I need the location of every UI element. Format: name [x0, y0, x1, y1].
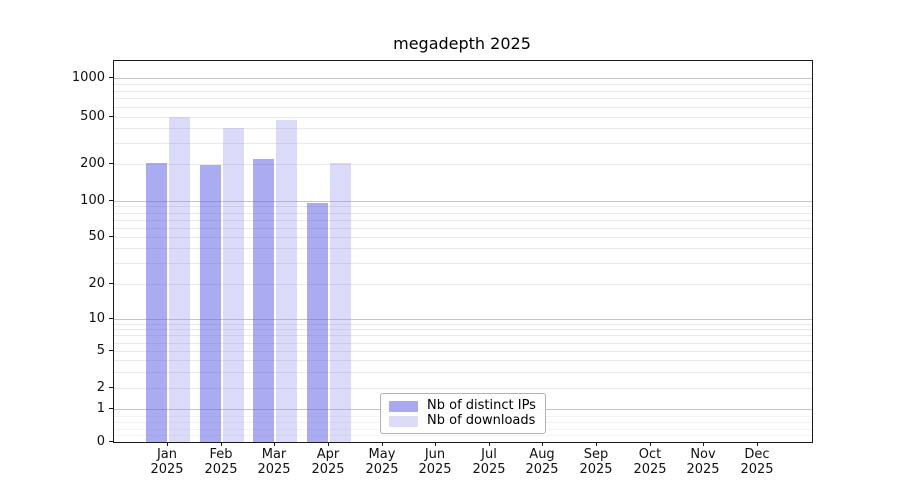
bar-nb-of-distinct-ips-mar [253, 159, 275, 442]
bar-nb-of-downloads-jan [169, 117, 190, 442]
bar-nb-of-downloads-feb [222, 127, 244, 442]
gridline-3 [114, 372, 812, 373]
bar-nb-of-distinct-ips-jan [146, 163, 167, 442]
y-tick-label-500: 500 [80, 109, 105, 124]
gridline-5 [114, 351, 812, 352]
bar-nb-of-distinct-ips-apr [306, 202, 328, 442]
y-tick-mark-1 [109, 408, 113, 409]
gridline-200 [114, 164, 812, 165]
bar-nb-of-downloads-mar [276, 120, 298, 442]
x-tick-label-nov: Nov 2025 [686, 447, 720, 477]
bar-nb-of-downloads-apr [329, 162, 351, 442]
y-tick-label-200: 200 [80, 156, 105, 171]
gridline-500 [114, 117, 812, 118]
x-tick-mark-feb [221, 442, 222, 446]
y-tick-mark-0 [109, 441, 113, 442]
x-tick-label-apr: Apr 2025 [311, 447, 345, 477]
y-tick-label-1000: 1000 [71, 70, 105, 85]
gridline-90 [114, 206, 812, 207]
y-tick-label-1: 1 [96, 401, 105, 416]
gridline-900 [114, 84, 812, 85]
gridline-8 [114, 329, 812, 330]
bar-nb-of-distinct-ips-feb [199, 165, 221, 442]
x-tick-label-may: May 2025 [365, 447, 399, 477]
gridline-0.2 [114, 435, 812, 436]
y-tick-mark-1000 [109, 77, 113, 78]
gridline-40 [114, 248, 812, 249]
plot-area: Nb of distinct IPs Nb of downloads [113, 60, 813, 443]
gridline-9 [114, 324, 812, 325]
x-tick-mark-jun [435, 442, 436, 446]
gridline-10 [114, 319, 812, 320]
x-tick-label-sep: Sep 2025 [579, 447, 613, 477]
x-tick-mark-apr [328, 442, 329, 446]
y-tick-label-20: 20 [88, 276, 105, 291]
y-tick-mark-200 [109, 163, 113, 164]
gridline-80 [114, 213, 812, 214]
y-tick-label-10: 10 [88, 311, 105, 326]
y-tick-mark-20 [109, 283, 113, 284]
x-tick-mark-aug [542, 442, 543, 446]
y-tick-mark-10 [109, 318, 113, 319]
legend-item-distinct-ips: Nb of distinct IPs [389, 399, 537, 413]
legend-label-distinct-ips: Nb of distinct IPs [427, 398, 536, 413]
gridline-2 [114, 388, 812, 389]
x-tick-label-mar: Mar 2025 [257, 447, 291, 477]
y-tick-label-5: 5 [96, 343, 105, 358]
chart-title: megadepth 2025 [393, 34, 531, 53]
x-tick-mark-dec [757, 442, 758, 446]
x-tick-label-oct: Oct 2025 [633, 447, 667, 477]
x-tick-mark-mar [274, 442, 275, 446]
x-tick-mark-may [382, 442, 383, 446]
gridline-20 [114, 284, 812, 285]
gridline-400 [114, 128, 812, 129]
gridline-7 [114, 335, 812, 336]
y-tick-label-2: 2 [96, 380, 105, 395]
y-tick-mark-5 [109, 350, 113, 351]
legend-swatch-downloads [389, 415, 418, 427]
gridline-100 [114, 201, 812, 202]
x-tick-mark-nov [703, 442, 704, 446]
gridline-6 [114, 343, 812, 344]
y-tick-mark-2 [109, 387, 113, 388]
x-tick-label-jun: Jun 2025 [418, 447, 452, 477]
x-tick-mark-jul [489, 442, 490, 446]
y-tick-label-0: 0 [96, 434, 105, 449]
gridline-300 [114, 143, 812, 144]
x-tick-label-aug: Aug 2025 [525, 447, 559, 477]
y-tick-label-100: 100 [80, 193, 105, 208]
legend-swatch-distinct-ips [389, 400, 418, 412]
gridline-70 [114, 220, 812, 221]
legend-item-downloads: Nb of downloads [389, 414, 537, 428]
x-tick-label-feb: Feb 2025 [204, 447, 238, 477]
legend: Nb of distinct IPs Nb of downloads [380, 393, 546, 434]
legend-label-downloads: Nb of downloads [427, 413, 536, 428]
y-tick-mark-100 [109, 200, 113, 201]
gridline-4 [114, 360, 812, 361]
gridline-800 [114, 91, 812, 92]
x-tick-mark-oct [650, 442, 651, 446]
gridline-30 [114, 263, 812, 264]
x-tick-mark-sep [596, 442, 597, 446]
gridline-1000 [114, 78, 812, 79]
gridline-60 [114, 228, 812, 229]
y-tick-mark-50 [109, 236, 113, 237]
gridline-700 [114, 98, 812, 99]
y-tick-label-50: 50 [88, 229, 105, 244]
x-tick-label-jan: Jan 2025 [150, 447, 184, 477]
gridline-50 [114, 237, 812, 238]
x-tick-label-jul: Jul 2025 [472, 447, 506, 477]
x-tick-label-dec: Dec 2025 [740, 447, 774, 477]
y-tick-mark-500 [109, 116, 113, 117]
gridline-600 [114, 107, 812, 108]
x-tick-mark-jan [167, 442, 168, 446]
